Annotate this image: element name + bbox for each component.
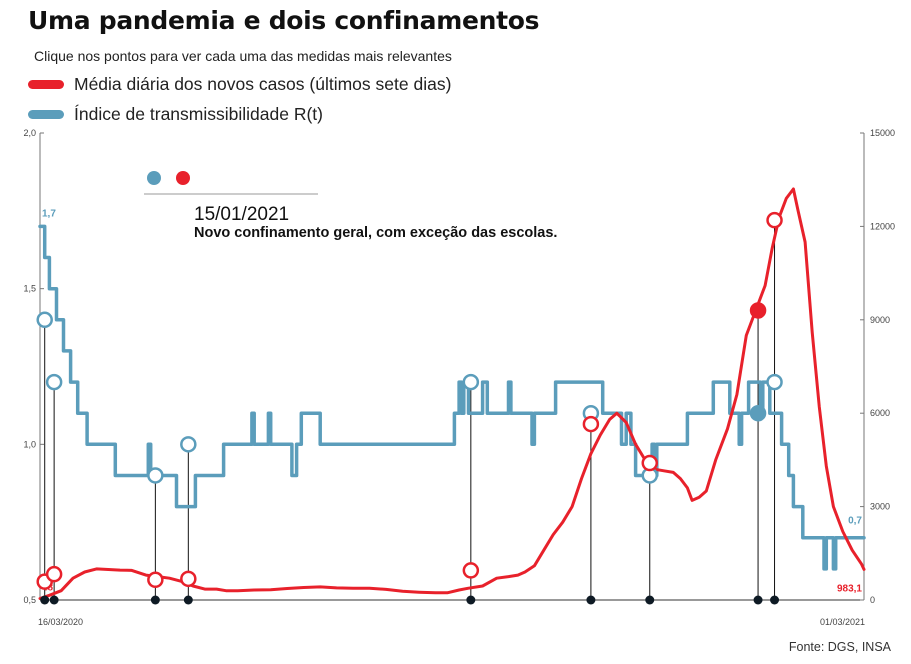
event-base-dot[interactable]	[49, 595, 59, 605]
rt-event-marker[interactable]	[462, 373, 480, 391]
cases-series-line	[38, 187, 866, 600]
right-axis-tick-label: 15000	[870, 128, 895, 138]
cases-event-marker[interactable]	[180, 570, 197, 588]
rt-first-value-label: 1,7	[42, 208, 56, 219]
rt-series-line	[38, 224, 866, 571]
legend-item-cases: Média diária dos novos casos (últimos se…	[28, 74, 451, 95]
legend-swatch-cases	[28, 80, 64, 89]
annotation-rt-dot	[147, 171, 161, 185]
event-base-dot[interactable]	[150, 595, 160, 605]
right-axis-tick-label: 0	[870, 595, 875, 605]
cases-event-marker[interactable]	[641, 454, 659, 472]
rt-event-marker[interactable]	[36, 311, 53, 329]
x-axis-end-label: 01/03/2021	[820, 617, 865, 627]
cases-event-marker[interactable]	[766, 211, 783, 229]
left-axis-tick-label: 0,5	[23, 595, 36, 605]
event-base-dot[interactable]	[753, 595, 763, 605]
right-axis-tick-label: 9000	[870, 315, 890, 325]
annotation-date: 15/01/2021	[194, 204, 289, 225]
legend-label-rt: Índice de transmissibilidade R(t)	[74, 104, 323, 124]
cases-event-marker[interactable]	[582, 415, 600, 433]
chart-subtitle: Clique nos pontos para ver cada uma das …	[34, 48, 452, 64]
cases-event-marker[interactable]	[147, 571, 164, 589]
rt-event-marker[interactable]	[147, 467, 164, 484]
annotation-text: Novo confinamento geral, com exceção das…	[194, 225, 557, 241]
right-axis-tick-label: 6000	[870, 408, 890, 418]
rt-last-value-label: 0,7	[848, 516, 862, 527]
left-axis-tick-label: 1,5	[23, 284, 36, 294]
event-base-dot[interactable]	[586, 595, 596, 605]
event-base-dot[interactable]	[645, 595, 655, 605]
source-note: Fonte: DGS, INSA	[788, 640, 891, 654]
cases-event-marker[interactable]	[462, 562, 480, 579]
event-base-dot[interactable]	[40, 595, 50, 605]
chart-title: Uma pandemia e dois confinamentos	[28, 6, 540, 35]
cases-event-marker[interactable]	[749, 302, 767, 319]
right-axis-tick-label: 3000	[870, 502, 890, 512]
x-axis-start-label: 16/03/2020	[38, 617, 83, 627]
legend-swatch-rt	[28, 110, 64, 119]
rt-event-marker[interactable]	[180, 436, 197, 453]
cases-last-value-label: 983,1	[837, 583, 862, 594]
event-base-dot[interactable]	[770, 595, 780, 605]
rt-event-marker[interactable]	[749, 404, 767, 422]
annotation-cases-dot	[176, 171, 190, 185]
legend-item-rt: Índice de transmissibilidade R(t)	[28, 104, 323, 125]
left-axis-tick-label: 1,0	[23, 439, 36, 449]
rt-event-marker[interactable]	[45, 373, 63, 391]
cases-event-marker[interactable]	[45, 565, 63, 583]
legend-label-cases: Média diária dos novos casos (últimos se…	[74, 74, 452, 94]
left-axis-tick-label: 2,0	[23, 128, 36, 138]
right-axis-tick-label: 12000	[870, 221, 895, 231]
rt-event-marker[interactable]	[766, 373, 783, 391]
event-base-dot[interactable]	[183, 595, 193, 605]
event-base-dot[interactable]	[466, 595, 476, 605]
